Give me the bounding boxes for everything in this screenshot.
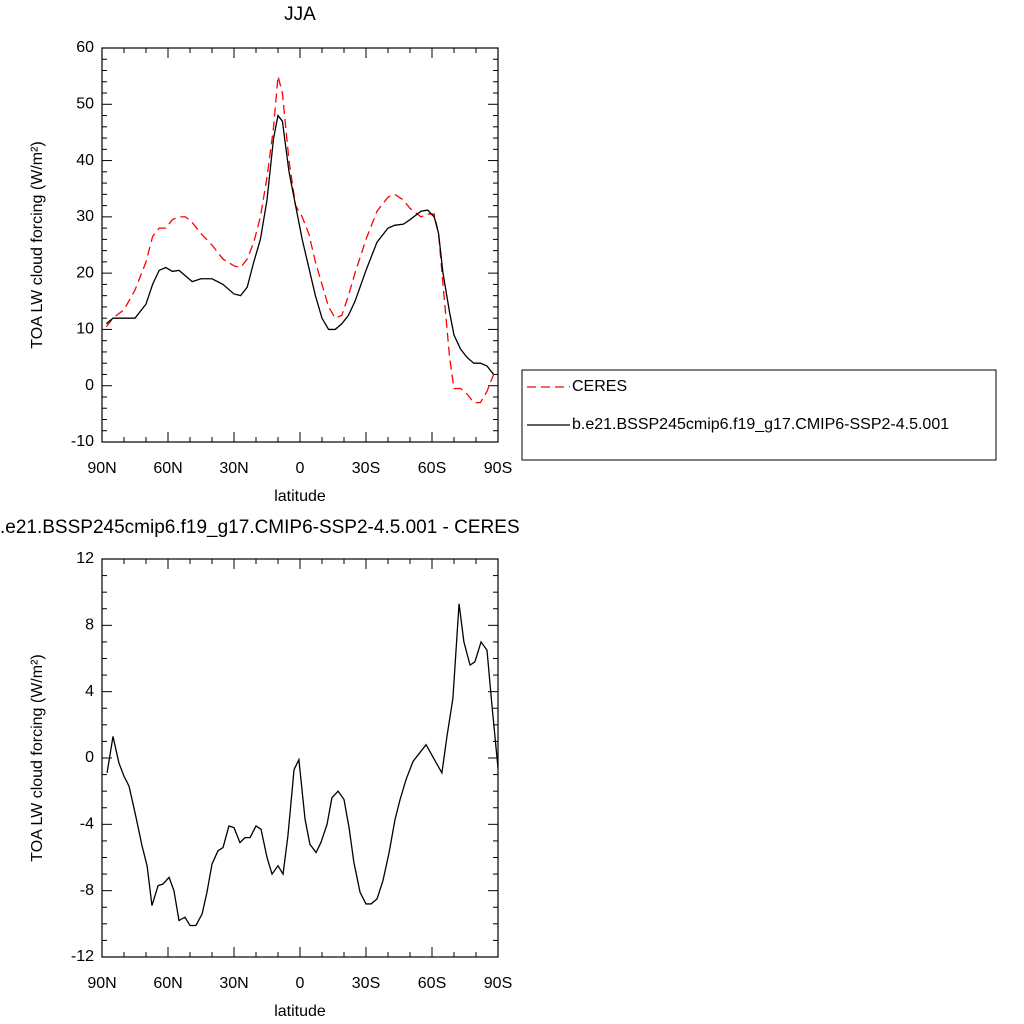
x-tick-label: 30N — [219, 460, 248, 477]
chart-title: JJA — [284, 4, 316, 25]
y-tick-label: -4 — [80, 816, 94, 833]
legend-label: CERES — [572, 378, 627, 395]
x-tick-label: 30S — [352, 460, 380, 477]
x-tick-label: 90S — [484, 460, 512, 477]
x-tick-label: 60N — [153, 460, 182, 477]
y-tick-label: 8 — [85, 617, 94, 634]
y-tick-label: 60 — [76, 39, 94, 56]
legend-label: b.e21.BSSP245cmip6.f19_g17.CMIP6-SSP2-4.… — [572, 416, 949, 433]
y-tick-label: 12 — [76, 550, 94, 567]
y-tick-label: -12 — [71, 948, 94, 965]
y-tick-label: 0 — [85, 749, 94, 766]
y-tick-label: 10 — [76, 321, 94, 338]
chart-title: .e21.BSSP245cmip6.f19_g17.CMIP6-SSP2-4.5… — [0, 517, 520, 538]
x-tick-label: 90N — [87, 460, 116, 477]
x-tick-label: 90S — [484, 975, 512, 992]
chart-panel: JJA -10 0 10 20 30 40 50 60 90N 60N 30N 0 30S 60S 90S la… — [29, 4, 997, 505]
data-line — [105, 75, 495, 404]
data-line — [106, 603, 499, 927]
plot-frame — [101, 558, 499, 958]
y-tick-label: 4 — [85, 683, 94, 700]
x-tick-label: 0 — [296, 975, 305, 992]
chart-panel: .e21.BSSP245cmip6.f19_g17.CMIP6-SSP2-4.5… — [0, 517, 520, 1020]
x-tick-label: 0 — [296, 460, 305, 477]
x-tick-label: 60S — [418, 460, 446, 477]
x-tick-label: 60S — [418, 975, 446, 992]
y-tick-label: 40 — [76, 152, 94, 169]
x-tick-label: 30N — [219, 975, 248, 992]
x-axis-label: latitude — [274, 488, 326, 505]
x-tick-label: 90N — [87, 975, 116, 992]
x-tick-label: 60N — [153, 975, 182, 992]
y-tick-label: -10 — [71, 433, 94, 450]
x-tick-label: 30S — [352, 975, 380, 992]
legend-box — [521, 369, 997, 461]
y-axis-label: TOA LW cloud forcing (W/m²) — [29, 654, 46, 861]
y-tick-label: -8 — [80, 882, 94, 899]
data-line — [105, 114, 495, 375]
y-tick-label: 0 — [85, 377, 94, 394]
x-axis-label: latitude — [274, 1003, 326, 1020]
y-axis-label: TOA LW cloud forcing (W/m²) — [29, 141, 46, 348]
y-tick-label: 20 — [76, 264, 94, 281]
plot-frame — [101, 47, 499, 443]
y-tick-label: 30 — [76, 208, 94, 225]
y-tick-label: 50 — [76, 96, 94, 113]
